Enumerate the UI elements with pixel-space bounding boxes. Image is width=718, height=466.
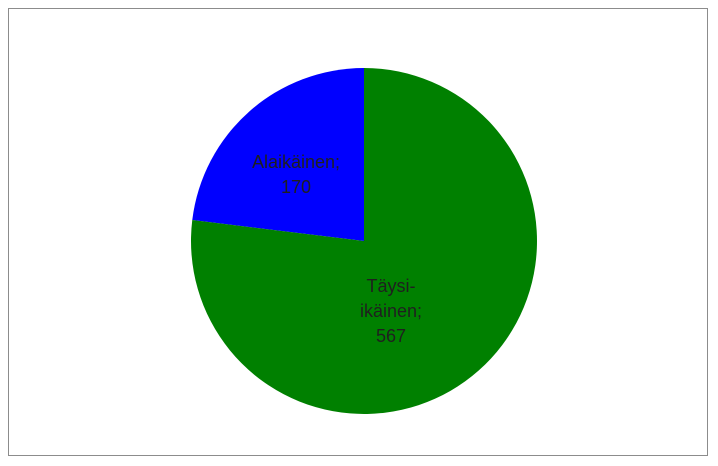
- slice-label-line: 567: [376, 326, 406, 346]
- slice-label-line: Alaikäinen;: [252, 152, 340, 172]
- pie-slice-alaikäinen: [192, 68, 364, 241]
- slice-label-line: ikäinen;: [360, 301, 422, 321]
- pie-slice-täysi-ikäinen: [190, 68, 538, 414]
- slice-label-alaikäinen: Alaikäinen; 170: [252, 152, 340, 197]
- slice-label-täysi-ikäinen: Täysi-ikäinen; 567: [360, 276, 422, 346]
- slice-label-line: 170: [281, 177, 311, 197]
- slice-label-line: Täysi-: [367, 276, 416, 296]
